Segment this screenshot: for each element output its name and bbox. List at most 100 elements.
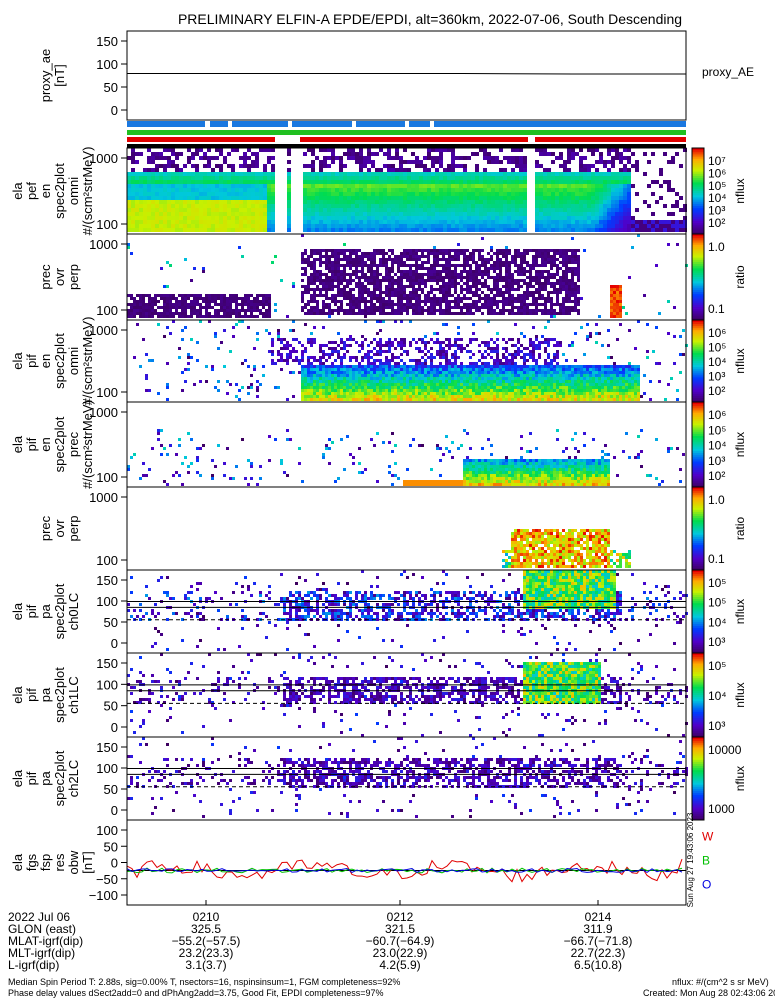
heatmap-cell	[205, 294, 208, 297]
heatmap-cell	[355, 273, 358, 276]
heatmap-cell	[499, 264, 502, 267]
heatmap-cell	[347, 212, 351, 216]
heatmap-cell	[167, 148, 171, 152]
heatmap-cell	[523, 184, 527, 188]
heatmap-cell	[627, 176, 631, 180]
heatmap-cell	[147, 156, 151, 160]
heatmap-cell	[671, 188, 675, 192]
heatmap-cell	[347, 220, 351, 224]
heatmap-cell	[490, 365, 493, 368]
heatmap-cell	[511, 282, 514, 285]
heatmap-cell	[635, 228, 639, 232]
heatmap-cell	[487, 270, 490, 273]
heatmap-cell	[163, 204, 167, 208]
heatmap-cell	[159, 188, 163, 192]
heatmap-cell	[255, 192, 259, 196]
heatmap-cell	[217, 294, 220, 297]
heatmap-cell	[255, 208, 259, 212]
heatmap-cell	[435, 204, 439, 208]
heatmap-cell	[443, 192, 447, 196]
heatmap-cell	[211, 204, 215, 208]
heatmap-cell	[615, 172, 619, 176]
heatmap-cell	[335, 176, 339, 180]
heatmap-cell	[490, 288, 493, 291]
heatmap-cell	[483, 216, 487, 220]
heatmap-cell	[371, 208, 375, 212]
heatmap-cell	[431, 192, 435, 196]
heatmap-cell	[447, 184, 451, 188]
heatmap-cell	[523, 365, 526, 368]
heatmap-cell	[544, 306, 547, 309]
heatmap-cell	[575, 228, 579, 232]
heatmap-cell	[155, 180, 159, 184]
heatmap-cell	[247, 176, 251, 180]
heatmap-cell	[139, 228, 143, 232]
heatmap-cell	[127, 176, 131, 180]
heatmap-cell	[376, 344, 379, 347]
heatmap-cell	[431, 148, 435, 152]
heatmap-cell	[397, 291, 400, 294]
heatmap-cell	[493, 252, 496, 255]
heatmap-cell	[181, 312, 184, 315]
heatmap-cell	[454, 258, 457, 261]
heatmap-cell	[382, 303, 385, 306]
heatmap-cell	[550, 312, 553, 315]
heatmap-cell	[507, 156, 511, 160]
heatmap-cell	[535, 252, 538, 255]
heatmap-cell	[495, 220, 499, 224]
heatmap-cell	[511, 188, 515, 192]
heatmap-cell	[171, 220, 175, 224]
heatmap-cell	[247, 315, 250, 318]
heatmap-cell	[535, 264, 538, 267]
heatmap-cell	[575, 208, 579, 212]
heatmap-cell	[403, 220, 407, 224]
heatmap-cell	[379, 261, 382, 264]
heatmap-cell	[409, 264, 412, 267]
heatmap-cell	[568, 258, 571, 261]
heatmap-cell	[635, 208, 639, 212]
heatmap-cell	[340, 303, 343, 306]
heatmap-cell	[133, 300, 136, 303]
heatmap-cell	[523, 261, 526, 264]
heatmap-cell	[619, 172, 623, 176]
heatmap-cell	[376, 273, 379, 276]
heatmap-cell	[145, 306, 148, 309]
panel-ylabel: spec2plot	[52, 333, 67, 389]
heatmap-cell	[400, 285, 403, 288]
heatmap-cell	[455, 200, 459, 204]
heatmap-cell	[388, 350, 391, 353]
heatmap-cell	[475, 309, 478, 312]
heatmap-cell	[361, 255, 364, 258]
heatmap-cell	[319, 192, 323, 196]
heatmap-cell	[211, 168, 215, 172]
heatmap-cell	[167, 172, 171, 176]
heatmap-cell	[448, 261, 451, 264]
heatmap-cell	[247, 228, 251, 232]
heatmap-cell	[379, 212, 383, 216]
heatmap-cell	[355, 192, 359, 196]
heatmap-cell	[455, 184, 459, 188]
heatmap-cell	[157, 312, 160, 315]
heatmap-cell	[553, 255, 556, 258]
heatmap-cell	[562, 249, 565, 252]
heatmap-cell	[343, 285, 346, 288]
heatmap-cell	[131, 216, 135, 220]
heatmap-cell	[415, 249, 418, 252]
heatmap-cell	[487, 252, 490, 255]
heatmap-cell	[304, 350, 307, 353]
heatmap-cell	[541, 309, 544, 312]
heatmap-cell	[367, 168, 371, 172]
heatmap-cell	[183, 180, 187, 184]
heatmap-cell	[591, 196, 595, 200]
heatmap-cell	[151, 196, 155, 200]
heatmap-cell	[556, 252, 559, 255]
heatmap-cell	[519, 188, 523, 192]
heatmap-cell	[493, 303, 496, 306]
status-bars	[127, 121, 686, 148]
heatmap-cell	[319, 294, 322, 297]
heatmap-cell	[214, 309, 217, 312]
heatmap-cell	[544, 359, 547, 362]
heatmap-cell	[436, 279, 439, 282]
heatmap-cell	[255, 164, 259, 168]
heatmap-cell	[127, 180, 131, 184]
